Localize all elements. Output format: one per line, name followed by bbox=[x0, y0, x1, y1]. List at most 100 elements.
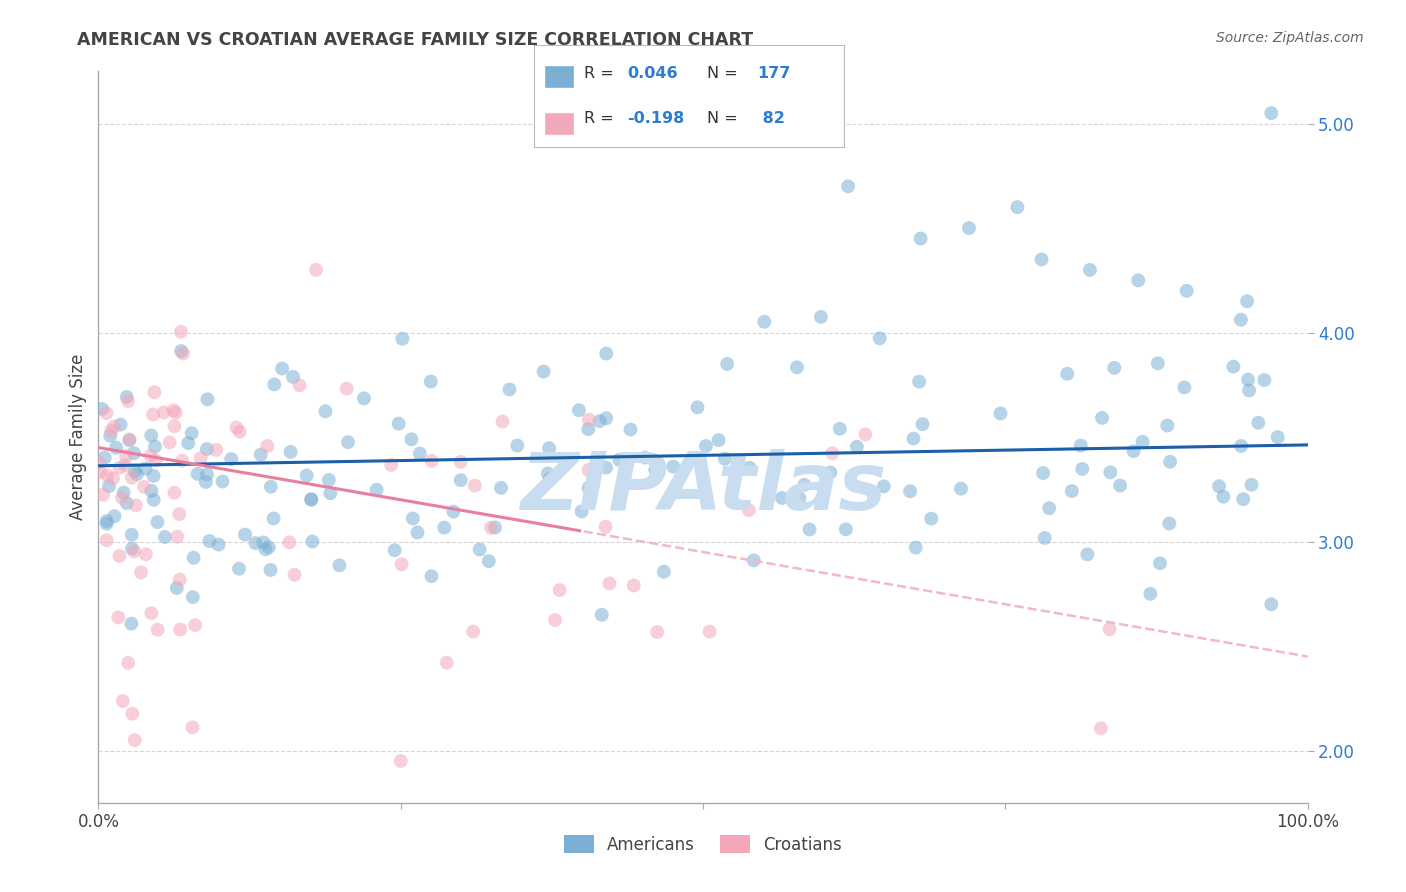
Point bbox=[105, 441, 128, 455]
Point bbox=[607, 452, 630, 467]
Point bbox=[420, 454, 443, 468]
Point bbox=[284, 567, 307, 582]
Point bbox=[257, 540, 280, 554]
Point bbox=[538, 472, 561, 486]
Point bbox=[1032, 466, 1054, 480]
Point bbox=[1076, 548, 1098, 562]
Point bbox=[1260, 597, 1282, 611]
Point bbox=[1128, 273, 1150, 287]
Point bbox=[194, 475, 217, 489]
Point bbox=[278, 535, 301, 549]
Point bbox=[121, 528, 143, 542]
Point bbox=[1078, 263, 1101, 277]
Point bbox=[1091, 410, 1114, 425]
Point bbox=[533, 365, 555, 379]
Point bbox=[111, 694, 134, 708]
Point bbox=[738, 460, 761, 475]
Point bbox=[595, 520, 617, 534]
Point bbox=[1230, 312, 1253, 326]
Point bbox=[195, 467, 218, 482]
Point bbox=[1122, 444, 1144, 458]
Point bbox=[484, 520, 506, 534]
Point bbox=[97, 479, 120, 493]
Point bbox=[595, 411, 617, 425]
Point bbox=[595, 346, 617, 360]
Point bbox=[409, 446, 432, 460]
Point bbox=[391, 558, 413, 572]
Point bbox=[713, 451, 735, 466]
Point bbox=[911, 417, 934, 432]
Point bbox=[742, 553, 765, 567]
Point bbox=[101, 471, 124, 485]
Point bbox=[1031, 252, 1053, 267]
Text: N =: N = bbox=[707, 111, 744, 126]
Point bbox=[121, 706, 143, 721]
Point bbox=[845, 440, 868, 454]
Point bbox=[619, 423, 641, 437]
Point bbox=[89, 456, 111, 470]
Point bbox=[538, 441, 561, 455]
Point bbox=[124, 733, 146, 747]
Point bbox=[548, 583, 571, 598]
Point bbox=[1212, 490, 1234, 504]
Point bbox=[121, 541, 143, 556]
Point bbox=[271, 361, 294, 376]
Point bbox=[228, 425, 250, 439]
Point bbox=[920, 511, 942, 525]
Point bbox=[181, 720, 204, 734]
Point bbox=[699, 624, 721, 639]
Point bbox=[1267, 430, 1289, 444]
Point bbox=[281, 370, 304, 384]
Point bbox=[219, 452, 242, 467]
Text: N =: N = bbox=[707, 66, 744, 81]
Point bbox=[169, 623, 191, 637]
Point bbox=[141, 428, 163, 442]
Point bbox=[166, 581, 188, 595]
Point bbox=[420, 569, 443, 583]
Point bbox=[595, 460, 617, 475]
Point bbox=[738, 503, 761, 517]
Point bbox=[256, 439, 278, 453]
Y-axis label: Average Family Size: Average Family Size bbox=[69, 354, 87, 520]
Point bbox=[314, 404, 336, 418]
Point bbox=[853, 427, 876, 442]
Point bbox=[599, 576, 621, 591]
Point bbox=[406, 525, 429, 540]
Point bbox=[108, 549, 131, 563]
Point bbox=[1159, 455, 1181, 469]
Point bbox=[184, 618, 207, 632]
Point bbox=[869, 331, 891, 345]
Point bbox=[1240, 478, 1263, 492]
Point bbox=[578, 481, 600, 495]
Point bbox=[100, 424, 122, 438]
Point bbox=[391, 332, 413, 346]
Point bbox=[820, 466, 842, 480]
Point bbox=[190, 451, 212, 466]
Point bbox=[353, 392, 375, 406]
Point bbox=[1149, 556, 1171, 570]
Point bbox=[837, 179, 859, 194]
Point bbox=[571, 504, 593, 518]
Point bbox=[957, 221, 980, 235]
Point bbox=[1237, 373, 1260, 387]
Point bbox=[135, 547, 157, 561]
Point bbox=[125, 499, 148, 513]
Point bbox=[402, 511, 425, 525]
Point bbox=[165, 406, 187, 420]
Point bbox=[197, 392, 219, 407]
Point bbox=[468, 542, 491, 557]
Point bbox=[401, 432, 423, 446]
Point bbox=[645, 625, 668, 640]
Point bbox=[686, 401, 709, 415]
Point bbox=[366, 483, 388, 497]
Point bbox=[591, 607, 613, 622]
Point bbox=[380, 458, 402, 472]
Point bbox=[443, 505, 465, 519]
Point bbox=[198, 534, 221, 549]
Point bbox=[145, 453, 167, 467]
Point bbox=[464, 478, 486, 492]
Point bbox=[169, 573, 191, 587]
Point bbox=[142, 492, 165, 507]
Point bbox=[1056, 367, 1078, 381]
Point bbox=[169, 507, 191, 521]
